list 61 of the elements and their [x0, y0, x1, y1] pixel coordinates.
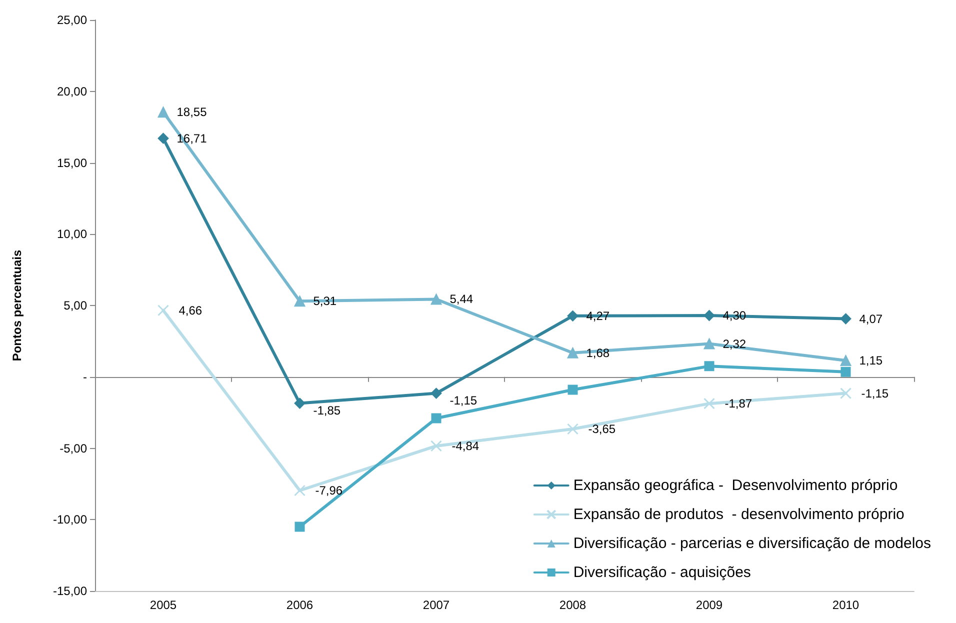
- point: [430, 294, 442, 305]
- data-label: 5,31: [313, 294, 337, 308]
- x-tick-label: 2009: [696, 598, 723, 612]
- data-label: -3,65: [588, 422, 616, 436]
- y-tick-label: -10,00: [52, 512, 88, 527]
- x-tick-label: 2006: [286, 598, 314, 612]
- point: [840, 313, 852, 324]
- x-tick-label: 2010: [832, 598, 860, 612]
- data-label: -4,84: [452, 438, 480, 453]
- point: [704, 361, 714, 372]
- data-label: -1,85: [313, 403, 341, 418]
- point: [431, 413, 442, 424]
- data-label: 18,55: [176, 105, 208, 120]
- legend-label: Expansão de produtos - desenvolvimento próprio: [573, 506, 904, 523]
- y-tick-label: 5,00: [64, 298, 88, 312]
- point: [704, 310, 715, 321]
- point: [567, 310, 578, 322]
- point: [840, 366, 851, 377]
- y-tick-label: -15,00: [52, 584, 88, 598]
- data-label: 1,15: [859, 353, 883, 368]
- point: [704, 338, 715, 350]
- data-label: 4,30: [722, 308, 746, 322]
- point: [294, 398, 306, 409]
- point: [568, 384, 578, 395]
- point: [294, 484, 306, 496]
- point: [704, 398, 715, 410]
- legend-label: Diversificação - aquisições: [573, 564, 751, 581]
- y-tick-label: 20,00: [56, 84, 88, 98]
- point: [430, 440, 442, 452]
- legend-label: Expansão geográfica - Desenvolvimento próprio: [573, 477, 898, 494]
- data-label: 1,68: [586, 346, 610, 360]
- y-tick-label: -5,00: [60, 441, 88, 456]
- point: [567, 423, 578, 435]
- data-label: -7,96: [315, 484, 343, 498]
- data-label: 4,07: [859, 312, 883, 326]
- x-tick-label: 2005: [150, 598, 177, 612]
- point: [158, 132, 169, 144]
- point: [567, 347, 578, 358]
- y-tick-label: 25,00: [56, 13, 88, 27]
- y-tick-label: 15,00: [56, 156, 88, 170]
- x-tick-label: 2007: [422, 598, 450, 612]
- point: [430, 388, 442, 399]
- point: [158, 304, 169, 316]
- y-axis-title: Pontos percentuais: [10, 249, 24, 362]
- data-label: 16,71: [176, 131, 208, 146]
- data-label: -1,15: [450, 393, 478, 408]
- point: [158, 106, 169, 118]
- legend-label: Diversificação - parcerias e diversificação de modelos: [573, 535, 932, 552]
- y-tick-label: 10,00: [56, 227, 88, 242]
- data-label: -1,87: [724, 396, 752, 411]
- point: [294, 296, 306, 307]
- point: [294, 522, 305, 532]
- data-label: 2,32: [722, 336, 746, 351]
- x-tick-label: 2008: [559, 598, 586, 612]
- data-label: 4,27: [586, 308, 610, 323]
- point: [840, 388, 852, 400]
- y-tick-label: -: [83, 370, 87, 384]
- point: [840, 354, 852, 366]
- data-label: -1,15: [861, 386, 889, 400]
- data-label: 4,66: [178, 303, 202, 318]
- data-label: 5,44: [450, 292, 474, 306]
